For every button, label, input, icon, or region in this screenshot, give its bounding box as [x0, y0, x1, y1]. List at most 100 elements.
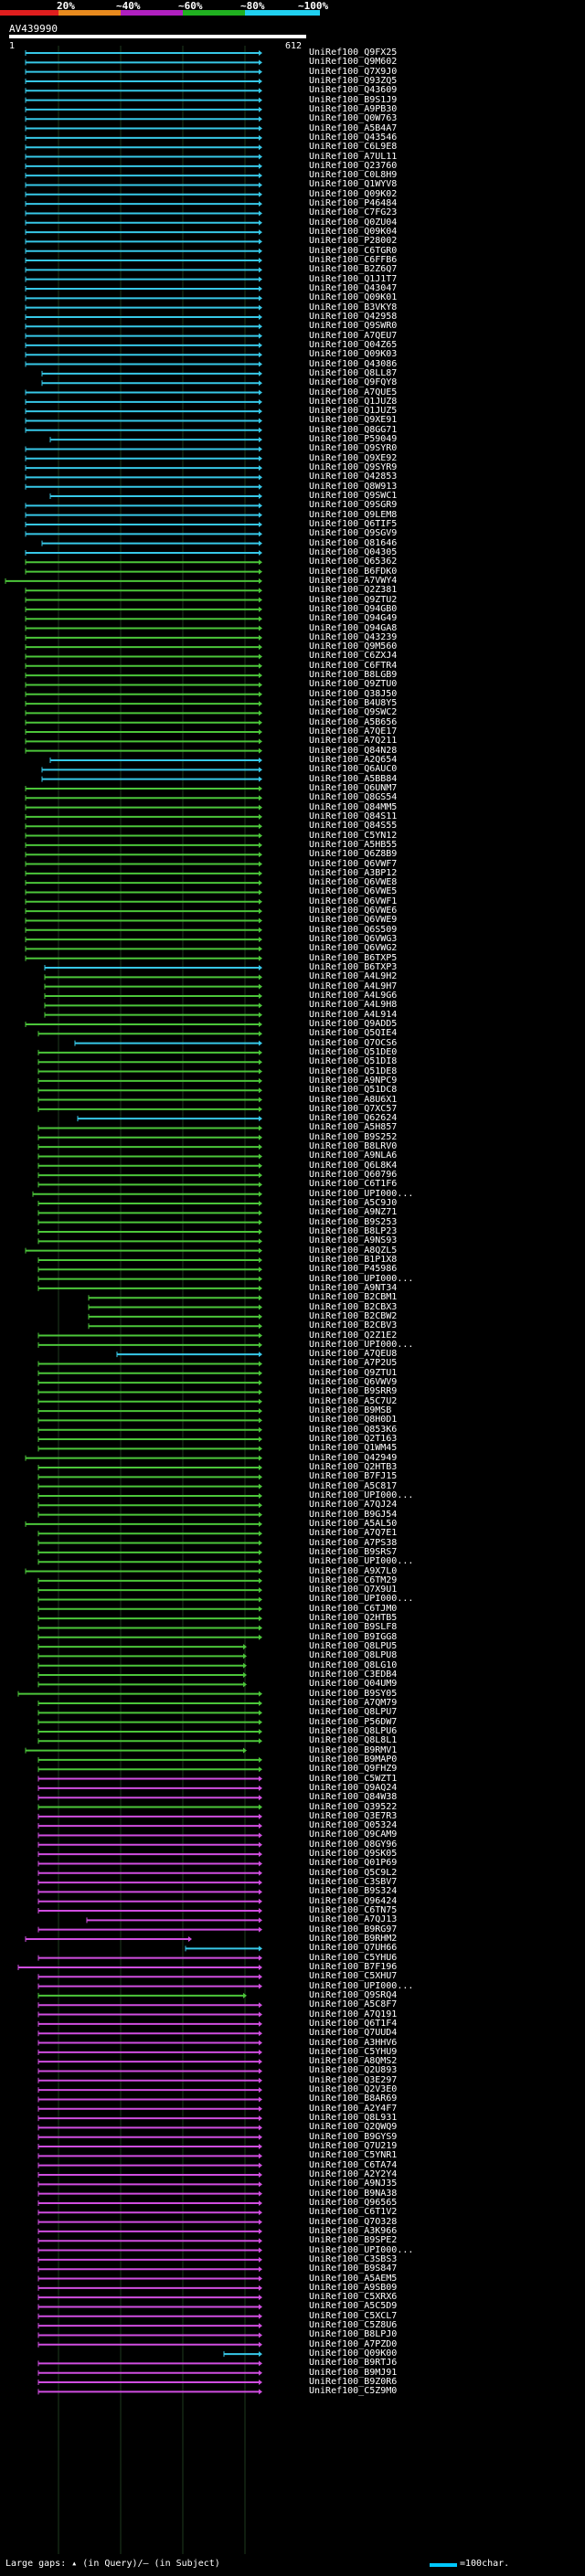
alignment-row[interactable]: [25, 398, 262, 405]
alignment-row[interactable]: [37, 2020, 262, 2027]
hit-label[interactable]: UniRef100_A5B656: [309, 716, 398, 727]
hit-label[interactable]: UniRef100_Q8LG10: [309, 1659, 398, 1670]
alignment-row[interactable]: [37, 2323, 262, 2329]
hit-label[interactable]: UniRef100_B1P1X8: [309, 1254, 398, 1265]
hit-label[interactable]: UniRef100_Q7O328: [309, 2216, 398, 2227]
hit-label[interactable]: UniRef100_Q5C9L2: [309, 1867, 398, 1878]
hit-label[interactable]: UniRef100_A7UL11: [309, 151, 398, 162]
hit-label[interactable]: UniRef100_Q6VWV9: [309, 1377, 398, 1388]
alignment-row[interactable]: [25, 512, 262, 518]
alignment-row[interactable]: [25, 861, 262, 867]
hit-label[interactable]: UniRef100_C5Z9M0: [309, 2386, 398, 2397]
alignment-row[interactable]: [37, 2200, 262, 2206]
hit-label[interactable]: UniRef100_Q23760: [309, 160, 398, 171]
alignment-row[interactable]: [37, 1267, 262, 1273]
hit-label[interactable]: UniRef100_Q62624: [309, 1113, 398, 1124]
alignment-row[interactable]: [25, 389, 262, 396]
alignment-row[interactable]: [25, 531, 262, 537]
hit-label[interactable]: UniRef100_B9MJ91: [309, 2367, 398, 2378]
alignment-row[interactable]: [37, 2238, 262, 2244]
hit-label[interactable]: UniRef100_A7PZD0: [309, 2338, 398, 2349]
hit-label[interactable]: UniRef100_B9RMV1: [309, 1744, 398, 1755]
alignment-row[interactable]: [37, 1276, 262, 1282]
alignment-row[interactable]: [25, 418, 262, 424]
alignment-row[interactable]: [25, 352, 262, 358]
hit-label[interactable]: UniRef100_B9SRS7: [309, 1546, 398, 1557]
alignment-row[interactable]: [25, 191, 262, 197]
alignment-row[interactable]: [37, 2049, 262, 2055]
alignment-row[interactable]: [25, 937, 262, 943]
alignment-row[interactable]: [25, 1568, 262, 1574]
alignment-row[interactable]: [25, 474, 262, 481]
alignment-row[interactable]: [25, 342, 262, 348]
hit-label[interactable]: UniRef100_A2Q654: [309, 755, 398, 765]
hit-label[interactable]: UniRef100_A5C7U2: [309, 1395, 398, 1406]
alignment-row[interactable]: [37, 1832, 262, 1839]
alignment-row[interactable]: [25, 78, 262, 84]
alignment-row[interactable]: [37, 2134, 262, 2140]
hit-label[interactable]: UniRef100_B9S252: [309, 1131, 398, 1142]
hit-label[interactable]: UniRef100_Q84W38: [309, 1792, 398, 1803]
hit-label[interactable]: UniRef100_C6L9E8: [309, 142, 398, 153]
hit-label[interactable]: UniRef100_A5B4A7: [309, 122, 398, 133]
hit-label[interactable]: UniRef100_Q96424: [309, 1895, 398, 1906]
alignment-row[interactable]: [37, 2059, 262, 2065]
hit-label[interactable]: UniRef100_Q42949: [309, 1452, 398, 1463]
alignment-row[interactable]: [25, 832, 262, 839]
hit-label[interactable]: UniRef100_C6TN75: [309, 1905, 398, 1916]
hit-label[interactable]: UniRef100_Q2HTB5: [309, 1613, 398, 1624]
alignment-row[interactable]: [37, 2266, 262, 2273]
hit-label[interactable]: UniRef100_C3SBS3: [309, 2253, 398, 2264]
alignment-row[interactable]: [25, 248, 262, 254]
hit-label[interactable]: UniRef100_B9SY05: [309, 1688, 398, 1699]
alignment-row[interactable]: [37, 1417, 262, 1424]
alignment-row[interactable]: [41, 370, 262, 376]
hit-label[interactable]: UniRef100_C5YHU9: [309, 2046, 398, 2057]
alignment-row[interactable]: [37, 1672, 247, 1679]
alignment-row[interactable]: [25, 116, 262, 122]
hit-label[interactable]: UniRef100_B2CBW2: [309, 1310, 398, 1321]
hit-label[interactable]: UniRef100_Q1JUZ5: [309, 406, 398, 417]
alignment-row[interactable]: [37, 1172, 262, 1179]
hit-label[interactable]: UniRef100_UPI000...: [309, 1594, 414, 1605]
alignment-row[interactable]: [37, 1587, 262, 1594]
alignment-row[interactable]: [37, 1341, 262, 1348]
hit-label[interactable]: UniRef100_Q43546: [309, 132, 398, 143]
hit-label[interactable]: UniRef100_A4L914: [309, 1009, 398, 1020]
hit-label[interactable]: UniRef100_C5XHU7: [309, 1971, 398, 1982]
hit-label[interactable]: UniRef100_Q43047: [309, 283, 398, 293]
hit-label[interactable]: UniRef100_Q2T163: [309, 1434, 398, 1445]
alignment-row[interactable]: [37, 1446, 262, 1452]
alignment-row[interactable]: [37, 2096, 262, 2103]
hit-label[interactable]: UniRef100_A9SB09: [309, 2282, 398, 2293]
alignment-row[interactable]: [25, 201, 262, 207]
hit-label[interactable]: UniRef100_A7Q211: [309, 736, 398, 747]
hit-label[interactable]: UniRef100_Q6AUC0: [309, 764, 398, 775]
hit-label[interactable]: UniRef100_A2Y4F7: [309, 2103, 398, 2114]
hit-label[interactable]: UniRef100_Q8GG71: [309, 424, 398, 435]
alignment-row[interactable]: [41, 380, 262, 387]
alignment-row[interactable]: [44, 1002, 262, 1009]
hit-label[interactable]: UniRef100_A7QUE5: [309, 387, 398, 398]
alignment-row[interactable]: [37, 2228, 262, 2234]
hit-label[interactable]: UniRef100_Q8L8L1: [309, 1735, 398, 1746]
alignment-row[interactable]: [41, 540, 262, 546]
alignment-row[interactable]: [37, 1182, 262, 1188]
hit-label[interactable]: UniRef100_A3HHV6: [309, 2037, 398, 2048]
hit-label[interactable]: UniRef100_P56DW7: [309, 1716, 398, 1727]
hit-label[interactable]: UniRef100_C3SBV7: [309, 1877, 398, 1888]
alignment-row[interactable]: [25, 427, 262, 433]
alignment-row[interactable]: [37, 1492, 262, 1499]
alignment-row[interactable]: [37, 2295, 262, 2301]
alignment-row[interactable]: [37, 1823, 262, 1829]
alignment-row[interactable]: [37, 2369, 262, 2376]
hit-label[interactable]: UniRef100_Q43609: [309, 85, 398, 96]
hit-label[interactable]: UniRef100_C6FTR4: [309, 660, 398, 671]
hit-label[interactable]: UniRef100_A5H857: [309, 1122, 398, 1133]
hit-label[interactable]: UniRef100_Q09K04: [309, 227, 398, 238]
alignment-row[interactable]: [37, 1804, 262, 1810]
alignment-row[interactable]: [25, 173, 262, 179]
alignment-row[interactable]: [44, 993, 262, 999]
hit-label[interactable]: UniRef100_A9NPC9: [309, 1075, 398, 1086]
alignment-row[interactable]: [37, 2219, 262, 2225]
